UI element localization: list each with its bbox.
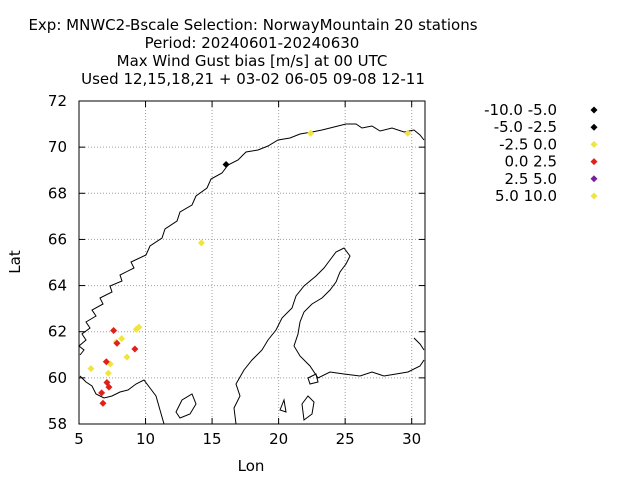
- title-line-3: Max Wind Gust bias [m/s] at 00 UTC: [117, 52, 388, 70]
- coastline-south-norway: [79, 375, 165, 425]
- island-oland: [279, 398, 287, 413]
- title-line-1: Exp: MNWC2-Bscale Selection: NorwayMount…: [28, 16, 477, 34]
- data-point: [104, 369, 112, 377]
- y-tick-label: 72: [48, 92, 67, 110]
- legend-label: 2.5 5.0: [505, 170, 557, 188]
- coastline-denmark: [175, 393, 197, 419]
- title-line-2: Period: 20240601-20240630: [145, 34, 360, 52]
- data-point: [131, 345, 139, 353]
- coastline-gulf-of-bothnia: [233, 247, 425, 425]
- x-tick-label: 15: [203, 430, 222, 448]
- data-point: [118, 335, 126, 343]
- x-axis-label: Lon: [238, 457, 265, 475]
- coastline-scandinavia: [78, 123, 425, 356]
- y-tick-label: 64: [48, 277, 67, 295]
- data-point: [99, 399, 107, 407]
- x-tick-label: 10: [136, 430, 155, 448]
- data-point: [98, 389, 106, 397]
- island-gotland: [301, 395, 315, 421]
- y-tick-label: 62: [48, 323, 67, 341]
- legend-marker: [590, 192, 598, 200]
- x-tick-label: 20: [269, 430, 288, 448]
- data-point: [110, 327, 118, 335]
- legend-label: -5.0 -2.5: [494, 118, 557, 136]
- y-tick-label: 68: [48, 184, 67, 202]
- legend-marker: [590, 123, 598, 131]
- legend-marker: [590, 106, 598, 114]
- y-tick-label: 66: [48, 230, 67, 248]
- legend-label: -2.5 0.0: [499, 135, 557, 153]
- data-point: [123, 353, 131, 361]
- y-tick-label: 58: [48, 415, 67, 433]
- y-axis-label: Lat: [6, 250, 24, 274]
- legend-label: 5.0 10.0: [495, 187, 557, 205]
- data-points: [87, 129, 412, 407]
- coastline-east: [413, 337, 425, 351]
- y-tick-label: 70: [48, 138, 67, 156]
- coastline-map: [78, 123, 425, 425]
- legend-marker: [590, 140, 598, 148]
- data-point: [307, 129, 315, 137]
- island-aland: [307, 373, 319, 385]
- chart-title: Exp: MNWC2-Bscale Selection: NorwayMount…: [28, 16, 477, 88]
- x-tick-label: 5: [74, 430, 84, 448]
- legend-label: -10.0 -5.0: [484, 101, 557, 119]
- data-point: [197, 239, 205, 247]
- legend-marker: [590, 158, 598, 166]
- legend-marker: [590, 175, 598, 183]
- data-point: [87, 365, 95, 373]
- data-point: [102, 358, 110, 366]
- legend: -10.0 -5.0-5.0 -2.5-2.5 0.00.0 2.52.5 5.…: [484, 101, 598, 205]
- plot-frame: [78, 100, 426, 425]
- x-tick-label: 30: [402, 430, 421, 448]
- y-tick-label: 60: [48, 369, 67, 387]
- data-point: [113, 339, 121, 347]
- data-point: [222, 160, 230, 168]
- title-line-4: Used 12,15,18,21 + 03-02 06-05 09-08 12-…: [81, 70, 425, 88]
- data-point: [132, 325, 140, 333]
- data-point: [105, 383, 113, 391]
- x-tick-label: 25: [336, 430, 355, 448]
- data-point: [404, 129, 412, 137]
- axes: 5 10 15 20 25 30 58 60 62 64 66 68 70 72: [48, 92, 426, 448]
- legend-label: 0.0 2.5: [505, 153, 557, 171]
